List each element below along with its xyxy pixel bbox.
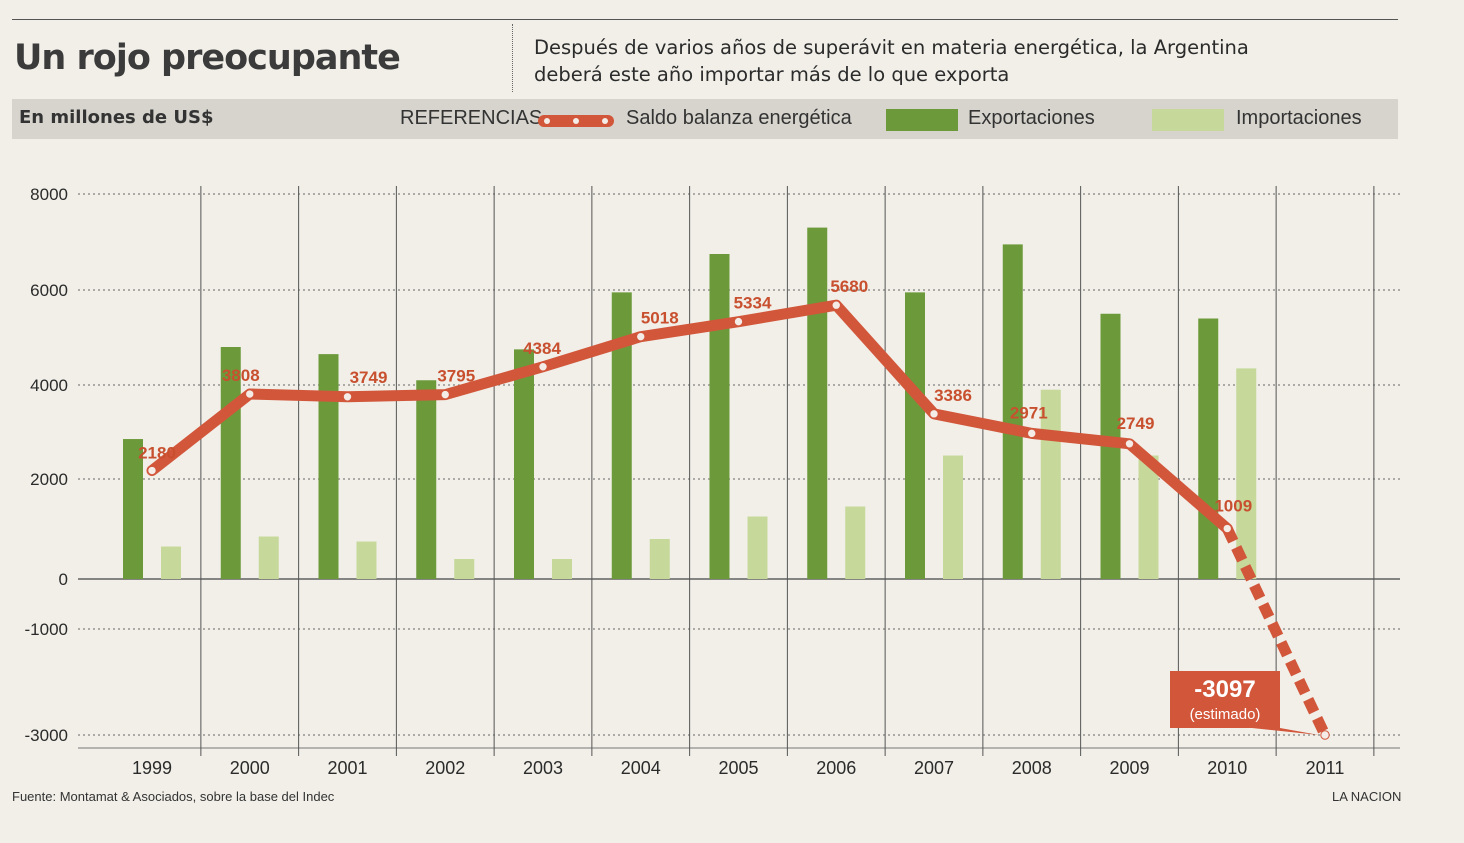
chart-subtitle: Después de varios años de superávit en m… [534,34,1294,88]
legend-importaciones-swatch [1152,109,1224,131]
y-tick-label: -1000 [25,620,68,639]
estimate-value: -3097 [1194,676,1255,703]
saldo-point [342,392,353,402]
saldo-point [1027,428,1037,439]
x-tick-label: 2005 [718,758,758,778]
y-tick-label: 6000 [30,281,68,300]
bar-importaciones [649,539,670,579]
legend-exportaciones-swatch [886,109,958,131]
saldo-point [440,389,450,400]
legend-saldo-swatch [538,115,614,127]
bar-importaciones [454,559,475,579]
saldo-point [929,409,939,419]
x-tick-label: 2006 [816,758,856,778]
saldo-line-estimate [1222,526,1330,738]
bar-exportaciones [905,292,925,579]
x-tick-label: 2008 [1012,758,1052,778]
saldo-point [245,389,255,399]
x-tick-label: 2010 [1207,758,1247,778]
header-divider [512,24,513,92]
x-tick-label: 1999 [132,758,172,778]
y-tick-label: 2000 [30,470,68,489]
saldo-point [1320,730,1330,740]
grid-layer: 8000 6000 4000 2000 0 -1000 -3000 1999 2000 2001 2… [25,185,1400,778]
bar-exportaciones [1198,318,1219,579]
legend-exportaciones-label: Exportaciones [968,107,1095,129]
legend: REFERENCIAS Saldo balanza energética Exp… [400,107,1380,133]
legend-saldo-label: Saldo balanza energética [626,107,852,129]
saldo-value-label: 2180 [138,444,176,463]
saldo-point [1124,439,1135,449]
saldo-value-label: 5018 [641,309,679,328]
estimate-callout [1170,671,1319,735]
bar-importaciones [943,455,963,579]
legend-importaciones-label: Importaciones [1236,107,1362,129]
x-tick-label: 2002 [425,758,465,778]
saldo-point [538,362,548,372]
bar-exportaciones [807,227,828,579]
x-tick-label: 2000 [230,758,270,778]
saldo-value-label: 5680 [830,277,868,296]
saldo-value-label: 4384 [523,339,561,358]
bar-importaciones [258,536,279,579]
label-layer: 2180 3808 3749 3795 4384 5018 5334 5680 3386 2971… [138,277,1319,735]
x-tick-label: 2011 [1306,758,1345,778]
bar-importaciones [1236,368,1257,579]
bar-importaciones [1138,455,1159,579]
saldo-point [733,316,744,327]
saldo-value-label: 3749 [350,368,388,387]
bar-exportaciones [1002,244,1023,579]
y-tick-label: 0 [59,570,68,589]
subtitle-line-2: deberá este año importar más de lo que e… [534,63,1010,86]
saldo-value-label: 3386 [934,386,972,405]
units-label: En millones de US$ [19,107,214,128]
bar-importaciones [161,546,181,579]
x-tick-label: 2001 [327,758,367,778]
chart-title: Un rojo preocupante [14,38,401,78]
x-tick-label: 2009 [1109,758,1149,778]
saldo-value-label: 1009 [1214,497,1252,516]
estimate-note: (estimado) [1190,706,1261,723]
top-rule [12,19,1398,20]
x-tick-label: 2007 [914,758,954,778]
bar-importaciones [747,516,768,579]
saldo-value-label: 3795 [437,367,475,386]
y-tick-label: -3000 [25,726,68,745]
saldo-value-label: 5334 [734,294,772,313]
saldo-value-label: 2749 [1117,414,1155,433]
bar-importaciones [356,541,377,579]
saldo-value-label: 3808 [222,366,260,385]
legend-references-label: REFERENCIAS [400,107,543,129]
publisher-credit: LA NACION [1332,789,1402,804]
bar-exportaciones [514,349,534,579]
x-tick-label: 2004 [621,758,661,778]
saldo-line-layer [146,299,1330,740]
subtitle-line-1: Después de varios años de superávit en m… [534,36,1249,59]
saldo-line [146,299,1233,535]
bar-importaciones [845,506,866,579]
bar-exportaciones [416,380,437,579]
saldo-point [636,331,646,342]
saldo-point [831,300,841,310]
saldo-point [147,465,157,476]
y-tick-label: 8000 [30,185,68,204]
y-tick-label: 4000 [30,376,68,395]
saldo-point [1222,523,1232,534]
bar-exportaciones [611,292,632,579]
bar-importaciones [552,559,572,579]
source-note: Fuente: Montamat & Asociados, sobre la b… [12,789,335,804]
bar-exportaciones [709,254,730,579]
saldo-value-label: 2971 [1010,403,1048,422]
bar-exportaciones [123,439,143,579]
bar-exportaciones [318,354,339,579]
x-tick-label: 2003 [523,758,563,778]
